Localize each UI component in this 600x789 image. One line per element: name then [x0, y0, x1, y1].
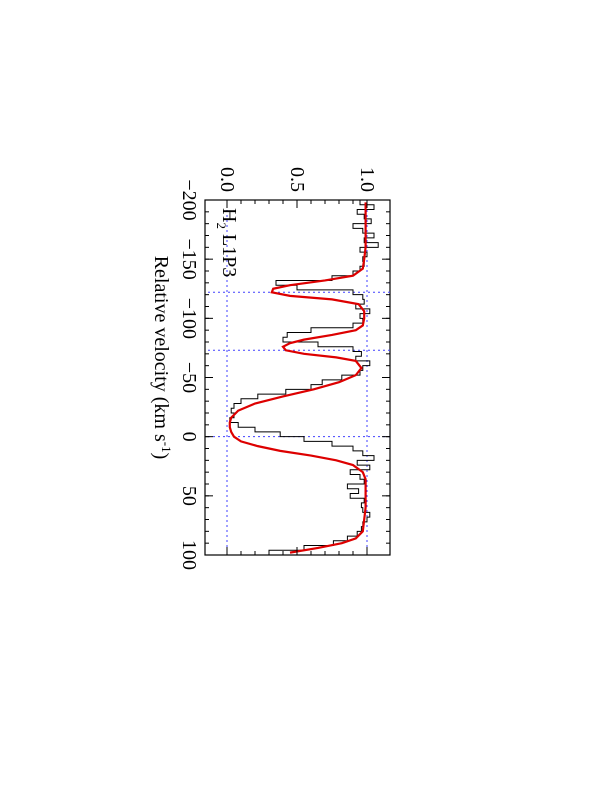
y-tick-label: 0.0 — [216, 167, 238, 192]
x-tick-label: 100 — [178, 540, 200, 570]
model-fit-series — [228, 202, 367, 554]
y-tick-labels: 0.0 0.5 1.0 — [216, 167, 378, 192]
panel-label: H2 L1P3 — [214, 208, 240, 277]
x-tick-label: −200 — [178, 179, 200, 220]
x-tick-label: 0 — [178, 432, 200, 442]
component-markers — [205, 291, 390, 438]
y-tick-label: 0.5 — [286, 167, 308, 192]
x-tick-label: 50 — [178, 486, 200, 506]
x-tick-labels: −200 −150 −100 −50 0 50 100 — [178, 179, 200, 570]
reference-lines — [226, 200, 368, 555]
axis-ticks — [205, 199, 390, 556]
x-tick-label: −100 — [178, 298, 200, 339]
x-tick-label: −150 — [178, 239, 200, 280]
x-tick-label: −50 — [178, 362, 200, 393]
y-tick-label: 1.0 — [356, 167, 378, 192]
plot-area — [204, 199, 391, 556]
x-axis-title: Relative velocity (km s-1) — [150, 256, 174, 460]
data-histogram-series — [229, 200, 379, 555]
